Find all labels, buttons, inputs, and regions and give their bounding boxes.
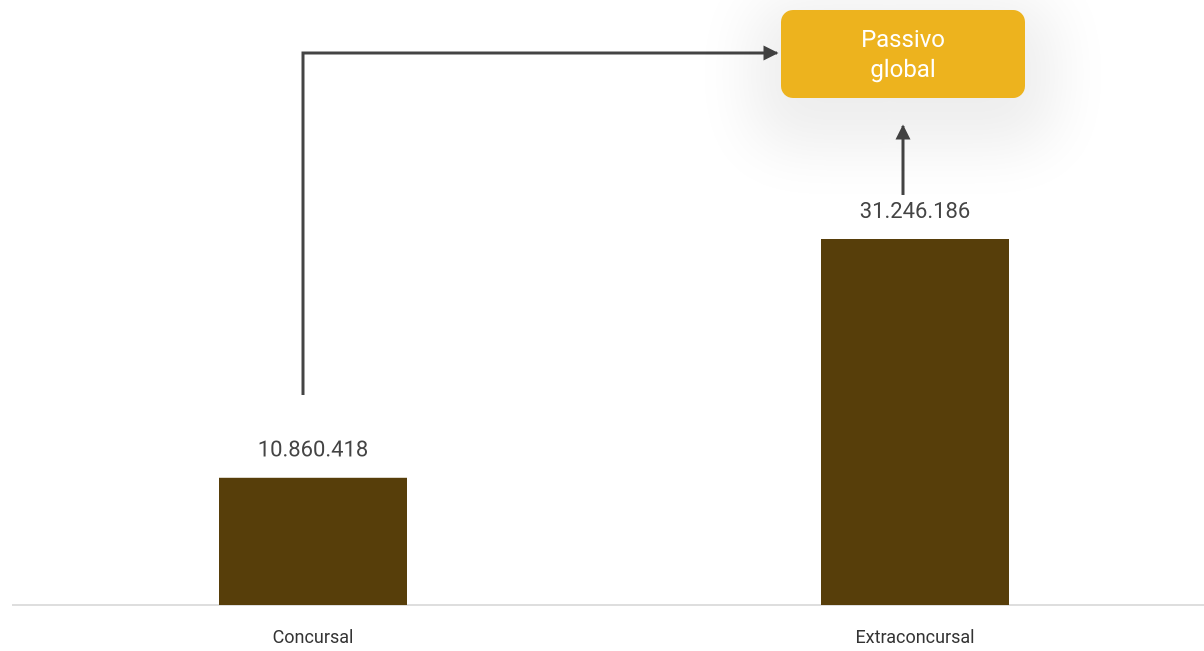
value-label: 10.860.418 [258, 438, 369, 463]
annotation-box: Passivo global [781, 10, 1025, 98]
bar [219, 477, 407, 605]
bar [821, 239, 1009, 605]
x-tick-label: Extraconcursal [855, 627, 974, 648]
arrow [301, 45, 779, 395]
value-label: 31.246.186 [860, 199, 971, 224]
x-tick-label: Concursal [273, 627, 354, 648]
